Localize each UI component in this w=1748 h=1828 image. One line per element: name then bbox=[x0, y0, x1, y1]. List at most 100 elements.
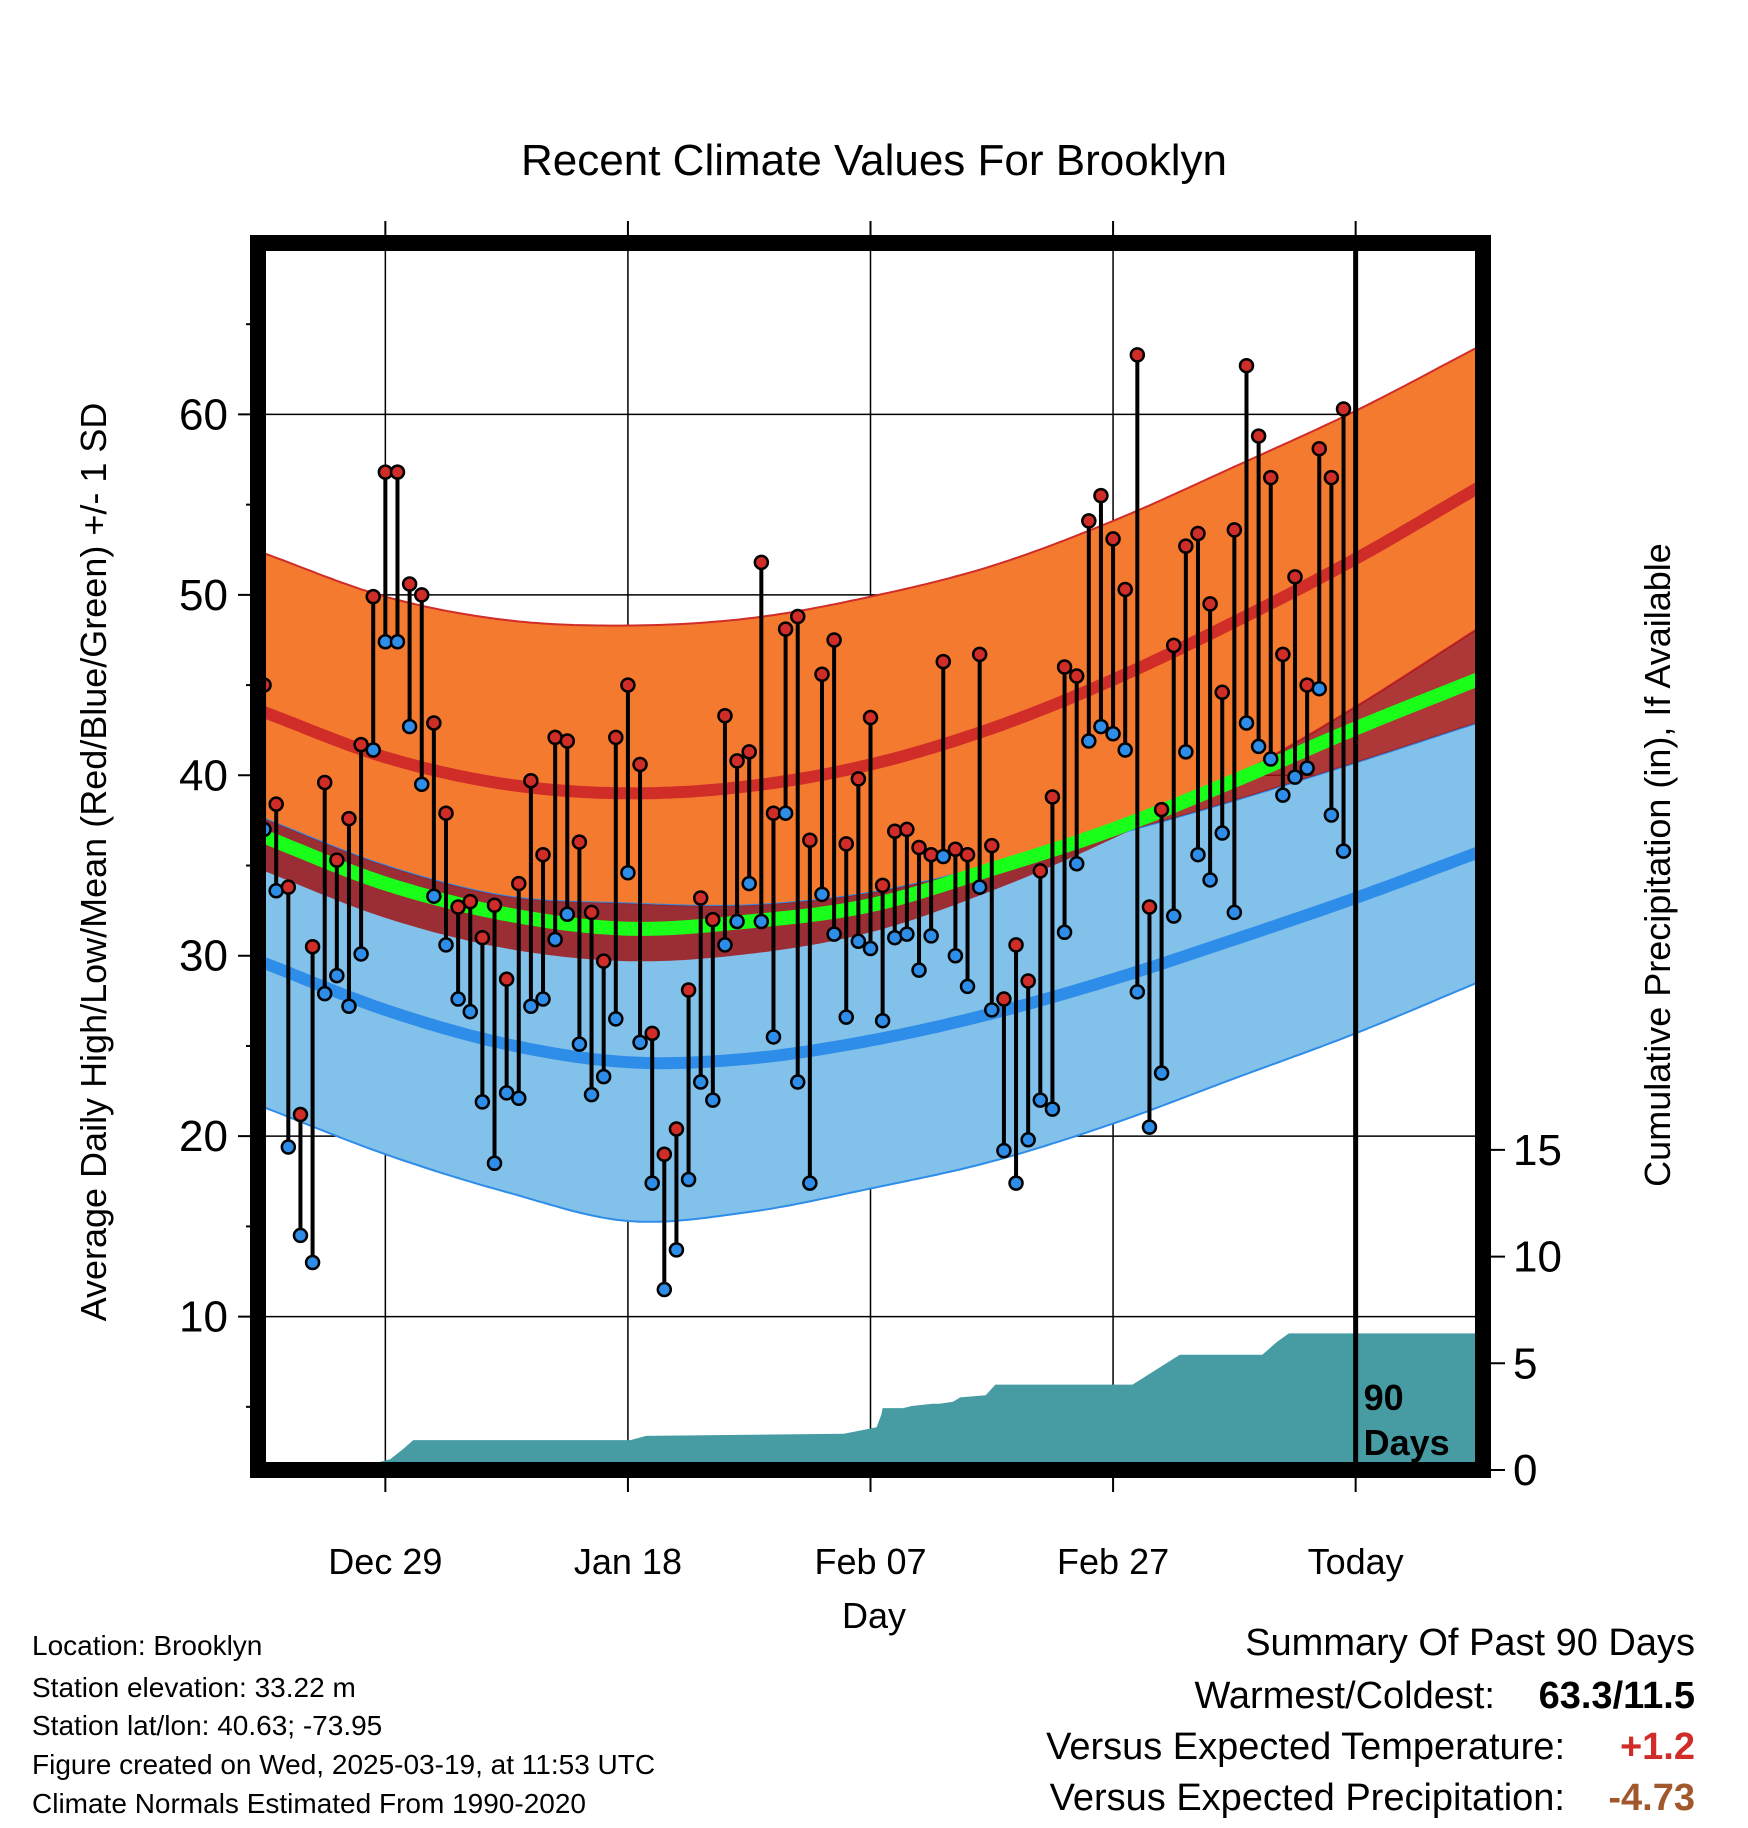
low-point bbox=[292, 1227, 309, 1244]
footer-normals: Climate Normals Estimated From 1990-2020 bbox=[32, 1788, 586, 1819]
low-point bbox=[1190, 846, 1206, 863]
low-point bbox=[717, 937, 733, 953]
low-point bbox=[389, 634, 406, 650]
precip-cumulative-area bbox=[258, 1333, 1483, 1470]
summary-temp-label: Versus Expected Temperature: bbox=[1046, 1726, 1565, 1768]
x-tick-label: Jan 18 bbox=[574, 1541, 682, 1582]
low-point bbox=[1105, 726, 1121, 742]
high-point bbox=[1020, 973, 1036, 989]
high-point bbox=[911, 839, 927, 856]
high-point bbox=[389, 464, 406, 480]
low-point bbox=[1044, 1101, 1061, 1117]
normal-bands bbox=[258, 343, 1483, 1223]
low-point bbox=[498, 1085, 515, 1101]
low-point bbox=[1202, 872, 1218, 888]
high-point bbox=[341, 810, 357, 827]
low-point bbox=[753, 913, 770, 930]
low-point bbox=[571, 1036, 588, 1052]
x-axis-tick-labels: Dec 29 Jan 18 Feb 07 Feb 27 Today bbox=[328, 1541, 1403, 1582]
high-point bbox=[1262, 469, 1279, 486]
high-point bbox=[595, 953, 612, 969]
low-point bbox=[947, 947, 964, 964]
high-point bbox=[1056, 659, 1073, 675]
high-point bbox=[717, 708, 733, 724]
low-point bbox=[680, 1171, 697, 1188]
low-point bbox=[1178, 744, 1194, 760]
high-point bbox=[984, 837, 1000, 854]
high-point bbox=[486, 897, 503, 913]
high-point bbox=[996, 991, 1012, 1007]
high-point bbox=[401, 576, 418, 592]
high-point bbox=[1250, 428, 1267, 444]
low-point bbox=[729, 913, 745, 930]
high-point bbox=[438, 805, 454, 821]
high-point bbox=[1141, 899, 1158, 915]
high-point bbox=[498, 971, 515, 987]
high-point bbox=[644, 1025, 660, 1042]
high-point bbox=[1008, 937, 1024, 953]
low-point bbox=[583, 1086, 600, 1103]
low-point bbox=[1275, 787, 1291, 803]
low-point bbox=[814, 886, 830, 903]
high-point bbox=[874, 877, 891, 894]
summary-panel: Summary Of Past 90 Days Warmest/Coldest:… bbox=[1046, 1622, 1695, 1819]
high-point bbox=[1044, 789, 1061, 805]
x-axis-label: Day bbox=[842, 1595, 906, 1636]
low-point bbox=[559, 906, 576, 922]
high-point bbox=[1202, 596, 1218, 612]
low-point bbox=[668, 1242, 685, 1258]
high-point bbox=[1190, 525, 1206, 542]
low-point bbox=[341, 998, 357, 1015]
low-point bbox=[935, 848, 952, 865]
high-point bbox=[329, 852, 345, 868]
low-point bbox=[353, 946, 369, 962]
low-point bbox=[1093, 718, 1109, 735]
high-point bbox=[947, 841, 964, 858]
low-point bbox=[838, 1009, 854, 1025]
y-axis-tick-labels: 10 20 30 40 50 60 bbox=[179, 390, 228, 1341]
low-point bbox=[523, 998, 539, 1015]
low-point bbox=[1165, 908, 1182, 924]
low-point bbox=[802, 1175, 818, 1191]
high-point bbox=[535, 846, 551, 863]
footer-created: Figure created on Wed, 2025-03-19, at 11… bbox=[32, 1749, 655, 1780]
low-point bbox=[438, 937, 454, 953]
low-point bbox=[401, 718, 418, 735]
high-point bbox=[838, 836, 854, 852]
high-point bbox=[826, 632, 842, 648]
low-point bbox=[874, 1012, 891, 1029]
low-point bbox=[1299, 760, 1315, 776]
low-point bbox=[984, 1002, 1000, 1018]
low-point bbox=[1081, 733, 1097, 749]
low-point bbox=[1250, 738, 1267, 755]
low-point bbox=[535, 991, 551, 1007]
low-point bbox=[1311, 680, 1328, 697]
high-point bbox=[777, 621, 794, 637]
low-normal-line bbox=[258, 844, 1483, 1070]
high-point bbox=[1323, 469, 1340, 486]
low-point bbox=[595, 1068, 612, 1085]
summary-precip-value: -4.73 bbox=[1608, 1777, 1695, 1819]
today-days-number: 90 bbox=[1364, 1377, 1404, 1418]
low-point bbox=[923, 928, 939, 944]
low-point bbox=[1117, 742, 1133, 758]
high-point bbox=[1165, 637, 1182, 654]
high-point bbox=[923, 846, 939, 863]
summary-heading: Summary Of Past 90 Days bbox=[1245, 1622, 1695, 1664]
low-point bbox=[1129, 984, 1146, 1000]
low-point bbox=[365, 742, 381, 758]
high-point bbox=[1032, 863, 1049, 879]
x-tick-label: Feb 07 bbox=[814, 1541, 926, 1582]
y-tick-label: 20 bbox=[179, 1112, 228, 1161]
x-tick-label: Today bbox=[1308, 1541, 1404, 1582]
high-point bbox=[632, 756, 648, 773]
low-point bbox=[1020, 1132, 1036, 1148]
high-point bbox=[353, 736, 369, 753]
high-point bbox=[753, 554, 770, 571]
low-point bbox=[608, 1011, 624, 1027]
low-point bbox=[1238, 715, 1255, 731]
high-point bbox=[1081, 513, 1097, 529]
high-point bbox=[729, 753, 745, 769]
